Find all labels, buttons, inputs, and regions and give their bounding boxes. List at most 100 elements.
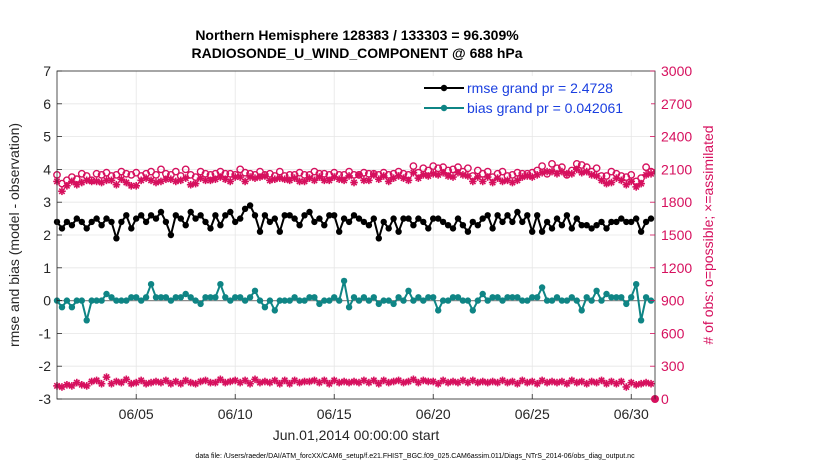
data-point-rmse — [598, 218, 605, 226]
data-point-obs_assimilated — [582, 167, 591, 176]
data-point-rmse — [73, 215, 81, 222]
data-point-rmse — [118, 218, 125, 226]
data-point-obs_possible — [513, 168, 522, 177]
data-point-rmse — [113, 235, 120, 242]
data-point-bias — [73, 297, 81, 304]
data-point-rmse — [281, 212, 288, 219]
data-point-rmse — [459, 222, 467, 229]
legend-bias-marker — [440, 104, 448, 112]
data-point-bias — [241, 297, 249, 304]
data-point-bias — [177, 294, 184, 301]
data-point-bias — [583, 294, 590, 301]
data-point-obs_assimilated — [498, 177, 507, 186]
data-point-obs_assimilated — [607, 178, 616, 187]
data-point-obs_assimilated — [68, 177, 76, 186]
x-tick-label: 06/25 — [515, 406, 550, 422]
data-point-obs_low — [176, 379, 185, 388]
data-point-rmse — [519, 218, 526, 226]
data-point-rmse — [385, 225, 392, 232]
data-point-rmse — [157, 208, 165, 216]
data-point-rmse — [415, 215, 422, 222]
data-point-obs_assimilated — [315, 173, 324, 181]
data-point-obs_low — [305, 377, 314, 386]
left-tick-label: 6 — [43, 96, 51, 112]
data-point-bias — [499, 297, 506, 304]
data-point-bias — [375, 300, 382, 308]
data-point-rmse — [642, 218, 650, 226]
data-point-bias — [266, 297, 274, 304]
data-point-rmse — [316, 215, 323, 222]
data-point-obs_low — [246, 379, 254, 388]
data-point-rmse — [435, 215, 442, 222]
data-point-bias — [568, 294, 575, 301]
data-point-bias — [98, 297, 105, 304]
data-point-bias — [444, 297, 452, 304]
data-point-bias — [336, 297, 343, 304]
data-point-rmse — [123, 212, 130, 219]
data-point-obs_assimilated — [350, 178, 358, 187]
data-point-rmse — [78, 218, 86, 226]
data-point-rmse — [152, 215, 160, 222]
y-axis-label-right: # of obs: o=possible; ×=assimilated — [700, 125, 716, 344]
x-tick-label: 06/30 — [614, 406, 649, 422]
data-point-obs_low — [285, 379, 294, 388]
data-point-bias — [251, 287, 259, 294]
data-point-rmse — [623, 218, 630, 226]
data-point-rmse — [370, 215, 377, 222]
data-point-rmse — [83, 225, 90, 232]
data-point-obs_assimilated — [464, 172, 472, 180]
data-point-bias — [370, 294, 377, 301]
data-point-obs_assimilated — [469, 177, 477, 186]
data-point-bias — [553, 294, 561, 301]
data-point-rmse — [326, 212, 333, 219]
data-point-bias — [227, 297, 234, 304]
data-point-rmse — [256, 228, 264, 235]
data-point-rmse — [563, 212, 571, 219]
left-tick-label: -3 — [39, 391, 52, 407]
data-point-obs_low — [211, 378, 220, 387]
data-point-bias — [68, 304, 76, 311]
data-point-bias — [360, 294, 368, 301]
data-point-obs_low — [102, 373, 111, 381]
data-point-obs_assimilated — [191, 179, 200, 188]
right-tick-label: 1200 — [661, 260, 692, 276]
data-point-bias — [603, 290, 610, 298]
data-point-bias — [479, 290, 486, 298]
data-point-rmse — [553, 215, 561, 222]
data-point-rmse — [628, 218, 635, 226]
data-point-obs_low — [647, 379, 655, 388]
x-axis-ticks: 06/05 06/10 06/15 06/20 06/25 06/30 — [119, 394, 649, 422]
x-tick-label: 06/15 — [317, 406, 352, 422]
data-point-rmse — [340, 215, 348, 222]
data-point-obs_assimilated — [58, 187, 66, 196]
data-point-obs_assimilated — [617, 176, 626, 185]
left-tick-label: 3 — [43, 194, 51, 210]
data-point-obs_assimilated — [117, 175, 126, 184]
data-point-obs_assimilated — [543, 167, 551, 176]
data-point-obs_assimilated — [488, 178, 497, 187]
data-point-rmse — [251, 212, 259, 219]
data-point-rmse — [543, 218, 551, 226]
data-point-rmse — [321, 222, 328, 229]
data-point-obs_possible — [157, 165, 165, 174]
data-point-rmse — [578, 222, 585, 229]
data-point-bias — [88, 297, 95, 304]
series-bias — [53, 277, 655, 324]
data-point-bias — [162, 294, 170, 301]
data-point-rmse — [345, 218, 353, 226]
data-point-rmse — [212, 212, 219, 219]
data-point-bias — [93, 297, 100, 304]
data-point-rmse — [182, 222, 189, 229]
data-point-rmse — [573, 215, 580, 222]
data-point-rmse — [499, 218, 506, 226]
data-point-bias — [623, 300, 630, 308]
data-point-obs_assimilated — [478, 177, 487, 186]
data-point-obs_low — [271, 376, 279, 385]
data-point-rmse — [479, 215, 486, 222]
data-point-bias — [291, 294, 298, 301]
data-point-obs_assimilated — [370, 171, 378, 179]
data-point-bias — [489, 294, 496, 301]
data-point-bias — [608, 294, 615, 301]
data-point-rmse — [266, 218, 274, 226]
data-point-obs_assimilated — [236, 173, 244, 181]
